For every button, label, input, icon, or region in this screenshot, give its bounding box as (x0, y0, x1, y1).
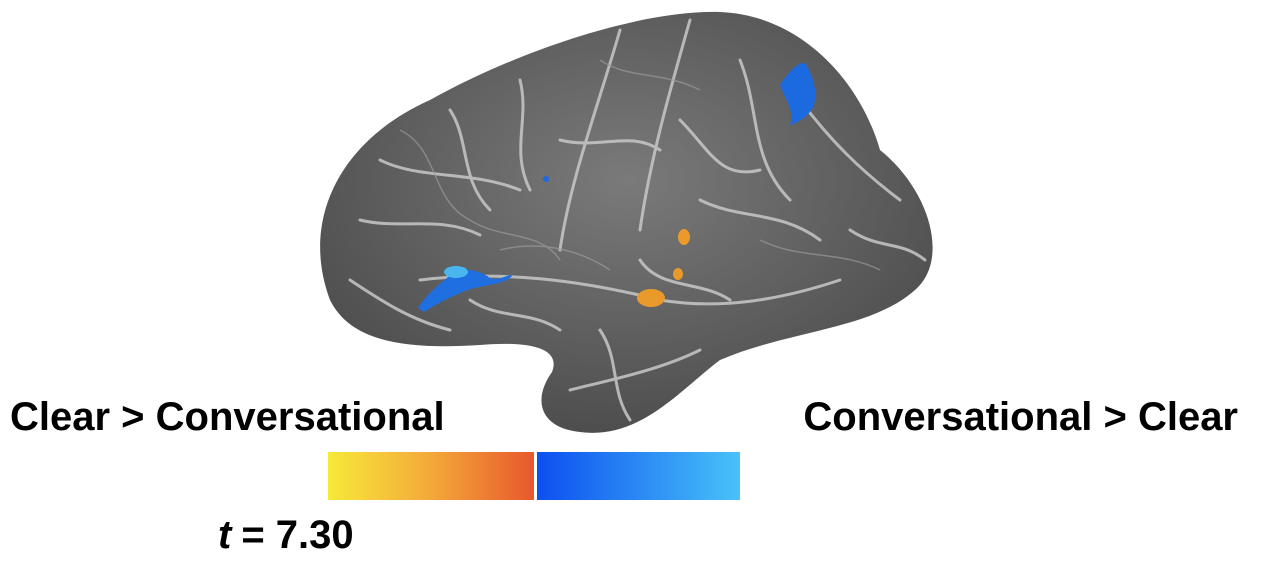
colorbar-cool (537, 452, 740, 500)
right-label: Conversational > Clear (803, 395, 1238, 439)
threshold-label: t= 7.30 (218, 513, 354, 557)
figure: Clear > Conversational Conversational > … (0, 0, 1261, 557)
page: Clear > Conversational Conversational > … (0, 0, 1261, 557)
cluster-blue (543, 176, 549, 182)
left-label: Clear > Conversational (10, 395, 445, 439)
threshold-symbol: t (218, 513, 233, 557)
threshold-value: = 7.30 (241, 513, 353, 557)
colorbar-warm (328, 452, 534, 500)
cluster-orange (678, 229, 690, 245)
cluster-blue (444, 266, 468, 278)
cluster-orange (637, 289, 665, 307)
cluster-orange (673, 268, 683, 280)
brain-surface (320, 12, 932, 433)
colorbar (328, 452, 740, 500)
